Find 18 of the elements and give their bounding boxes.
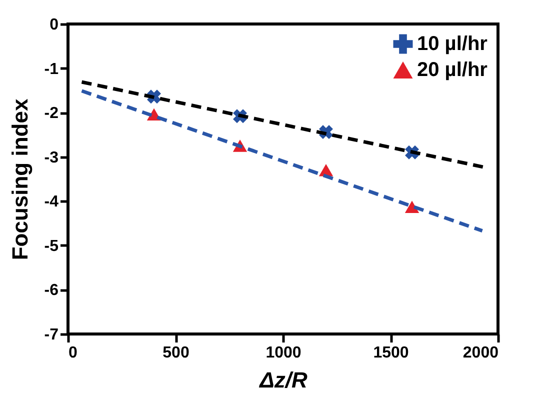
x-axis-title: Δz/R bbox=[258, 368, 308, 392]
x-tick-label: 500 bbox=[162, 344, 190, 362]
y-tick-label: -4 bbox=[44, 194, 59, 211]
y-tick-label: -7 bbox=[44, 326, 59, 344]
y-tick-label: -1 bbox=[44, 60, 59, 78]
y-axis-title: Focusing index bbox=[7, 98, 32, 260]
x-tick-label: 1000 bbox=[266, 344, 302, 362]
x-tick-label: 1500 bbox=[373, 344, 409, 362]
y-tick-label: -6 bbox=[44, 282, 59, 300]
y-tick-label: -2 bbox=[44, 105, 59, 122]
y-tick-label: -5 bbox=[44, 238, 59, 255]
legend-label: 10 µl/hr bbox=[417, 33, 488, 55]
x-tick-label: 0 bbox=[68, 344, 78, 362]
x-tick-label: 2000 bbox=[462, 344, 499, 362]
y-tick-label: -3 bbox=[44, 149, 59, 166]
legend-label: 20 µl/hr bbox=[417, 59, 488, 81]
y-tick-label: 0 bbox=[50, 16, 59, 34]
point bbox=[404, 200, 420, 214]
